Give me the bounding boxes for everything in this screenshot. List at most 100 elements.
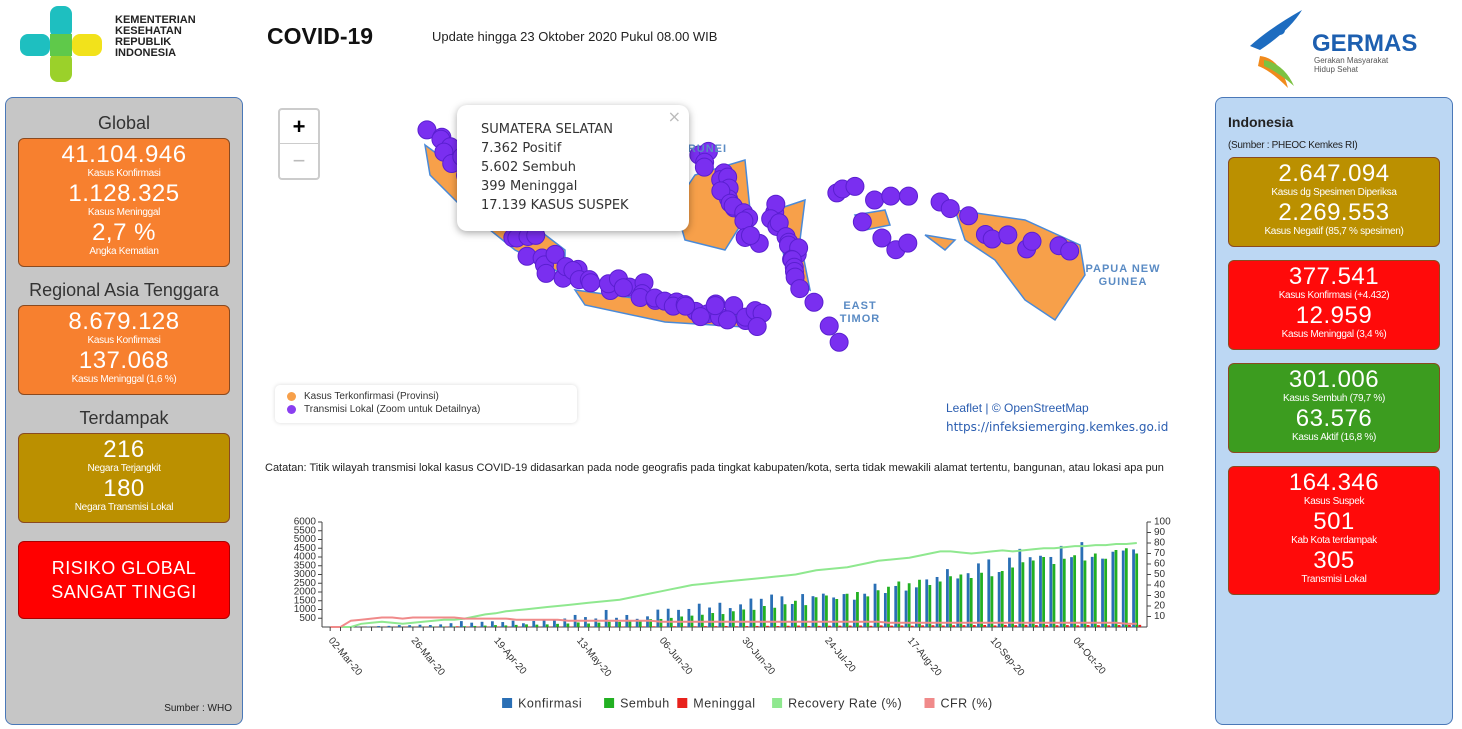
transmission-dot — [690, 307, 710, 327]
transmission-dot — [581, 273, 601, 293]
source: Sumber : WHO — [164, 703, 232, 714]
bar — [542, 619, 546, 627]
bar — [931, 625, 935, 627]
kemenkes-logo — [20, 6, 102, 82]
bar — [504, 625, 508, 627]
zoom-in[interactable]: + — [280, 110, 318, 144]
germas-logo — [1250, 10, 1302, 88]
bar — [511, 620, 515, 627]
bar — [1003, 624, 1007, 627]
bar — [793, 600, 797, 627]
transmission-dot — [545, 244, 565, 264]
bar — [718, 602, 722, 627]
transmission-dot — [881, 186, 901, 206]
bar — [1135, 553, 1139, 627]
bar — [514, 624, 518, 627]
bar — [439, 624, 443, 627]
transmission-dot — [829, 332, 849, 352]
legend-swatch — [677, 698, 688, 708]
zoom-out[interactable]: − — [292, 148, 306, 173]
y-tick-label: 1000 — [294, 604, 317, 615]
panel-source: (Sumber : PHEOC Kemkes RI) — [1228, 140, 1358, 151]
y2-tick-label: 50 — [1154, 569, 1166, 580]
legend-label: Sembuh — [620, 696, 670, 710]
bar — [452, 626, 456, 627]
bar — [807, 625, 811, 627]
bar — [1097, 625, 1100, 627]
island — [924, 234, 957, 251]
popup-close[interactable]: × — [667, 107, 681, 126]
bar — [859, 625, 862, 627]
bar — [956, 578, 960, 627]
map-popup: × SUMATERA SELATAN 7.362 Positif 5.602 Sem… — [457, 105, 689, 231]
bar — [1028, 557, 1032, 627]
bar — [1049, 556, 1053, 627]
bar — [925, 579, 929, 627]
x-tick-label: 19-Apr-20 — [491, 636, 528, 677]
stat-value: 41.104.946 — [61, 141, 187, 168]
bar — [1065, 625, 1069, 627]
bar — [856, 592, 859, 627]
y2-tick-label: 40 — [1154, 580, 1166, 591]
stat-value: 137.068 — [78, 347, 170, 374]
stat-label: Kasus Meninggal (1,6 %) — [71, 374, 177, 385]
stat-box: 8.679.128 Kasus Konfirmasi 137.068 Kasus Me… — [18, 305, 230, 395]
popup-line: SUMATERA SELATAN — [481, 122, 613, 137]
bar — [1083, 560, 1087, 627]
bar — [1045, 624, 1049, 627]
legend-swatch — [924, 698, 935, 708]
y-tick-label: 3500 — [294, 560, 317, 571]
bar — [449, 623, 453, 627]
map-label: PAPUA NEW GUINEA — [1085, 263, 1161, 288]
bar — [635, 618, 639, 627]
x-tick-label: 10-Sep-20 — [988, 636, 1027, 679]
zoom-control: + − — [278, 108, 320, 180]
map-attribution[interactable]: Leaflet | © OpenStreetMap — [946, 401, 1089, 415]
bar — [745, 626, 749, 627]
bar — [914, 587, 918, 627]
stat-box: 2.647.094 Kasus dg Spesimen Diperiksa 2.26… — [1228, 157, 1440, 247]
legend-label: CFR (%) — [941, 696, 993, 710]
bar — [525, 624, 528, 627]
bar — [817, 625, 821, 627]
bar — [711, 613, 715, 627]
bar — [832, 597, 836, 627]
bar — [662, 626, 666, 627]
bar — [752, 609, 756, 627]
bar — [780, 596, 784, 627]
stat-label: Kasus Sembuh (79,7 %) — [1282, 393, 1386, 404]
bar — [739, 604, 742, 627]
site-link[interactable]: https://infeksiemerging.kemkes.go.id — [946, 420, 1169, 434]
legend-label: Recovery Rate (%) — [788, 696, 902, 710]
bar — [483, 625, 487, 627]
bar — [1114, 550, 1118, 627]
stat-label: Kasus Meninggal — [87, 207, 161, 218]
bar — [652, 626, 656, 627]
bar — [1024, 624, 1028, 627]
legend-label: Transmisi Lokal (Zoom untuk Detailnya) — [304, 404, 481, 415]
bar — [683, 626, 687, 627]
bar — [935, 576, 939, 627]
bar — [1090, 556, 1094, 627]
bar — [835, 599, 839, 627]
bar — [628, 620, 632, 627]
bar — [928, 585, 932, 627]
y2-tick-label: 100 — [1154, 517, 1171, 528]
bar — [873, 583, 877, 627]
bar — [952, 625, 956, 627]
transmission-dot — [676, 296, 696, 316]
transmission-dot — [852, 212, 872, 232]
legend-label: Kasus Terkonfirmasi (Provinsi) — [304, 391, 439, 402]
bar — [990, 576, 994, 627]
transmission-dot — [865, 190, 885, 210]
bar — [959, 574, 963, 627]
bar — [455, 626, 459, 627]
bar — [693, 626, 697, 627]
bar — [966, 573, 970, 627]
legend-label: Konfirmasi — [518, 696, 582, 710]
bar — [697, 603, 701, 627]
bar — [597, 622, 601, 627]
stat-label: Kasus Suspek — [1303, 496, 1365, 507]
bar — [1011, 567, 1014, 627]
